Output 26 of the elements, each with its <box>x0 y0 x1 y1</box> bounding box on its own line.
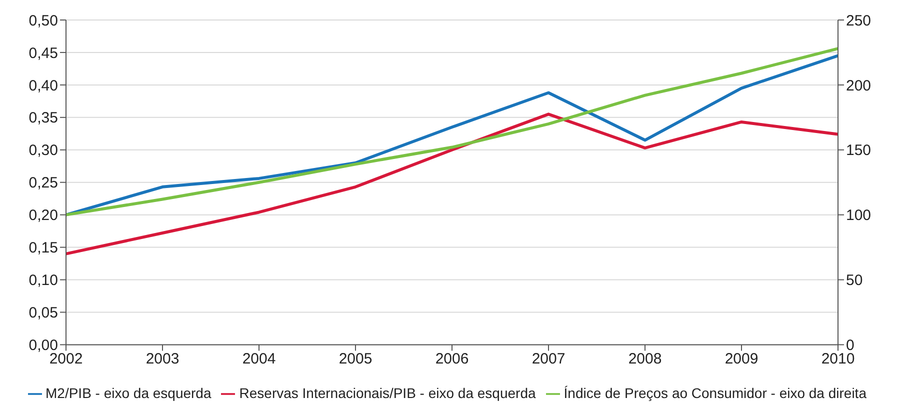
y-tick-label: 0,40 <box>28 77 58 94</box>
y-tick-label: 0,30 <box>28 142 58 160</box>
y-tick-label: 0,05 <box>28 304 58 322</box>
x-tick-label: 2004 <box>242 350 276 368</box>
x-tick-label: 2005 <box>338 350 372 368</box>
y2-tick-label: 250 <box>846 12 872 30</box>
y2-tick-label: 100 <box>846 207 872 224</box>
y-tick-label: 0,45 <box>28 44 58 62</box>
legend-label: Reservas Internacionais/PIB - eixo da esquerda <box>239 384 536 401</box>
y2-tick-label: 200 <box>846 77 872 94</box>
y-tick-label: 0,50 <box>28 12 58 30</box>
x-tick-label: 2008 <box>628 350 662 368</box>
x-tick-label: 2003 <box>146 350 180 368</box>
x-tick-label: 2009 <box>724 350 758 368</box>
y-tick-label: 0,35 <box>28 110 58 127</box>
y-tick-label: 0,25 <box>28 174 58 192</box>
y-tick-label: 0,20 <box>28 207 58 224</box>
x-tick-label: 2006 <box>435 350 469 368</box>
y-tick-label: 0,15 <box>28 240 58 257</box>
y2-tick-label: 150 <box>846 142 872 160</box>
y-tick-label: 0,10 <box>28 272 58 290</box>
legend-label: Índice de Preços ao Consumidor - eixo da direita <box>564 384 866 401</box>
legend-label: M2/PIB - eixo da esquerda <box>46 384 212 401</box>
y2-tick-label: 50 <box>846 272 863 290</box>
x-tick-label: 2007 <box>532 350 566 368</box>
line-series <box>64 112 840 256</box>
